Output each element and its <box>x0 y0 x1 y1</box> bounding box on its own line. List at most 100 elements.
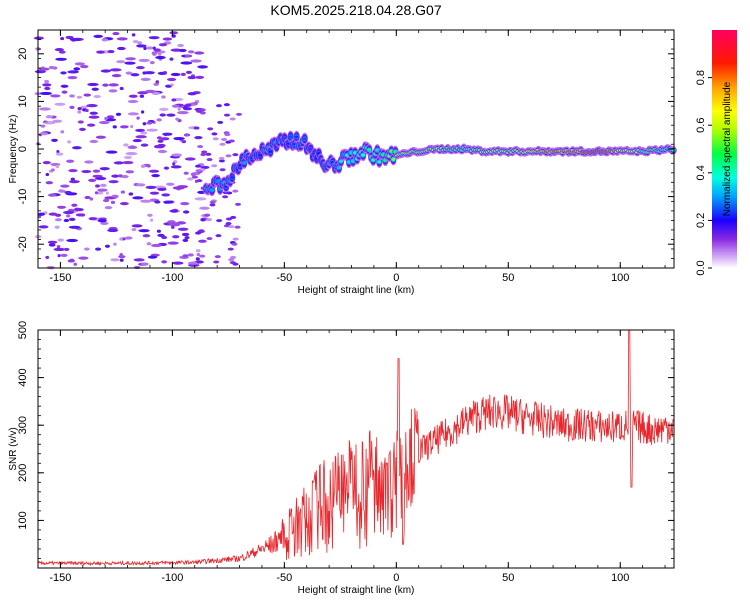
ridge-core <box>391 158 396 161</box>
ridge-core <box>216 180 221 183</box>
speckle-cell <box>146 242 152 246</box>
snr-panel: -150 -100 -50 0 50 100 100 200 300 400 500 Height… <box>8 321 675 596</box>
speckle-cell <box>212 137 219 141</box>
speckle-cell <box>96 50 105 54</box>
speckle-cell <box>199 254 206 258</box>
speckle-cell <box>206 158 213 162</box>
ridge-core <box>375 148 380 152</box>
speckle-cell <box>228 225 235 229</box>
speckle-cell <box>47 240 58 244</box>
speckle-cell <box>57 238 65 242</box>
speckle-cell <box>128 192 134 196</box>
speckle-cell <box>229 117 236 121</box>
speckle-cell <box>100 69 111 73</box>
ridge-core <box>268 150 273 153</box>
speckle-cell <box>95 247 102 251</box>
speckle-cell <box>50 94 61 98</box>
speckle-cell <box>66 214 71 218</box>
speckle-cell <box>171 225 175 229</box>
speckle-cell <box>84 247 90 251</box>
speckle-cell <box>110 200 116 204</box>
snr-x-axis-title: Height of straight line (km) <box>298 585 415 596</box>
speckle-cell <box>47 121 54 125</box>
speckle-cell <box>197 145 204 149</box>
speckle-cell <box>195 231 202 235</box>
speckle-cell <box>108 180 119 184</box>
speckle-cell <box>194 136 203 140</box>
x-tick-label: 50 <box>502 272 514 284</box>
speckle-cell <box>108 89 118 93</box>
speckle-cell <box>111 74 122 78</box>
speckle-cell <box>112 125 117 129</box>
speckle-cell <box>198 229 205 233</box>
speckle-cell <box>38 67 50 71</box>
speckle-cell <box>191 175 198 179</box>
speckle-cell <box>195 164 202 168</box>
speckle-cell <box>84 160 94 164</box>
speckle-cell <box>81 169 92 174</box>
spectrogram-speckle <box>33 31 243 270</box>
speckle-cell <box>173 136 185 141</box>
speckle-cell <box>67 140 72 144</box>
speckle-cell <box>55 165 60 169</box>
speckle-cell <box>207 127 214 131</box>
speckle-cell <box>131 33 136 37</box>
y-tick-label: 500 <box>17 321 29 339</box>
speckle-cell <box>209 200 216 204</box>
speckle-cell <box>147 255 158 259</box>
speckle-cell <box>161 260 167 264</box>
speckle-cell <box>57 205 66 209</box>
speckle-cell <box>66 238 79 243</box>
speckle-cell <box>54 218 62 222</box>
speckle-cell <box>112 31 120 36</box>
speckle-cell <box>159 107 169 111</box>
speckle-cell <box>195 249 201 253</box>
colorbar-tick-label: 0.8 <box>695 70 707 85</box>
speckle-cell <box>54 48 64 52</box>
speckle-cell <box>106 115 115 119</box>
speckle-cell <box>135 135 147 139</box>
speckle-cell <box>74 62 86 66</box>
speckle-cell <box>172 235 180 239</box>
speckle-cell <box>172 261 184 265</box>
speckle-cell <box>58 189 63 193</box>
speckle-cell <box>147 213 153 217</box>
speckle-cell <box>89 111 98 115</box>
speckle-cell <box>45 181 53 185</box>
speckle-cell <box>183 171 189 175</box>
ridge-core <box>258 154 263 157</box>
speckle-cell <box>187 92 197 96</box>
speckle-cell <box>218 156 225 160</box>
speckle-cell <box>56 149 60 154</box>
speckle-cell <box>184 157 196 161</box>
speckle-cell <box>170 165 182 169</box>
speckle-cell <box>97 188 108 192</box>
speckle-cell <box>92 169 101 173</box>
speckle-cell <box>80 105 88 109</box>
speckle-cell <box>95 184 100 188</box>
speckle-cell <box>119 258 124 262</box>
speckle-cell <box>118 174 123 178</box>
speckle-cell <box>180 61 193 65</box>
speckle-cell <box>97 219 107 223</box>
speckle-cell <box>77 120 84 124</box>
speckle-cell <box>101 38 108 42</box>
speckle-cell <box>99 167 110 171</box>
speckle-cell <box>140 262 149 266</box>
speckle-cell <box>60 71 67 75</box>
speckle-cell <box>110 258 120 262</box>
speckle-cell <box>196 252 201 257</box>
x-tick-label: -100 <box>161 572 183 584</box>
speckle-cell <box>87 123 96 127</box>
speckle-cell <box>105 191 109 195</box>
speckle-cell <box>111 194 119 198</box>
speckle-cell <box>169 57 174 61</box>
speckle-cell <box>55 152 64 156</box>
speckle-cell <box>63 247 70 252</box>
speckle-cell <box>185 70 192 74</box>
speckle-cell <box>91 87 99 91</box>
speckle-cell <box>161 193 170 197</box>
speckle-cell <box>105 118 117 122</box>
speckle-cell <box>60 84 69 88</box>
speckle-cell <box>171 153 183 157</box>
